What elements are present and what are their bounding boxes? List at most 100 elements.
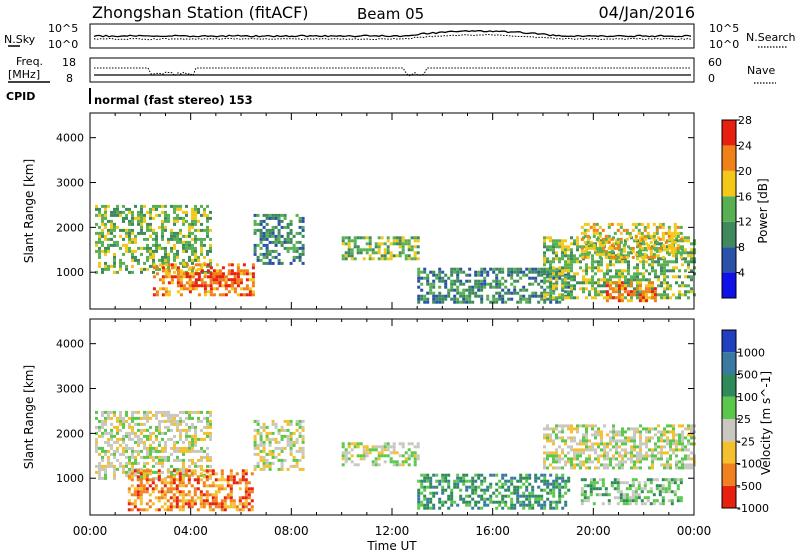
- data-cell: [636, 451, 639, 455]
- data-cell: [253, 252, 257, 256]
- colorbar-swatch: [722, 463, 736, 486]
- data-cell: [582, 287, 585, 291]
- data-cell: [684, 293, 687, 297]
- data-cell: [301, 446, 305, 450]
- data-cell: [629, 284, 633, 288]
- data-cell: [227, 269, 231, 273]
- data-cell: [95, 437, 98, 441]
- data-cell: [471, 291, 475, 295]
- data-cell: [429, 482, 433, 486]
- data-cell: [188, 240, 191, 244]
- data-cell: [175, 472, 179, 476]
- data-cell: [558, 485, 562, 489]
- data-cell: [615, 463, 618, 467]
- data-cell: [690, 457, 693, 461]
- data-cell: [657, 257, 660, 261]
- data-cell: [516, 273, 520, 277]
- data-cell: [441, 300, 445, 304]
- data-cell: [155, 476, 158, 480]
- data-cell: [576, 260, 579, 264]
- data-cell: [130, 502, 134, 506]
- data-cell: [218, 281, 222, 285]
- data-cell: [429, 270, 433, 274]
- data-cell: [543, 296, 546, 300]
- data-cell: [631, 484, 635, 488]
- data-cell: [645, 278, 648, 282]
- data-cell: [130, 478, 134, 482]
- data-cell: [636, 427, 639, 431]
- data-cell: [119, 267, 122, 271]
- data-cell: [98, 452, 101, 456]
- data-cell: [546, 273, 550, 277]
- data-cell: [621, 448, 624, 452]
- data-cell: [549, 503, 553, 507]
- data-cell: [173, 266, 177, 270]
- data-cell: [558, 488, 562, 492]
- data-cell: [245, 269, 249, 273]
- data-cell: [589, 493, 593, 497]
- data-cell: [607, 252, 611, 256]
- data-cell: [570, 445, 573, 449]
- data-cell: [646, 255, 650, 259]
- data-cell: [212, 287, 216, 291]
- data-cell: [480, 488, 484, 492]
- data-cell: [525, 494, 529, 498]
- data-cell: [540, 270, 544, 274]
- data-cell: [652, 222, 656, 226]
- data-cell: [624, 436, 627, 440]
- data-cell: [160, 490, 164, 494]
- data-cell: [374, 448, 378, 452]
- data-cell: [525, 300, 529, 304]
- data-cell: [149, 437, 152, 441]
- data-cell: [531, 294, 535, 298]
- data-cell: [152, 440, 155, 444]
- data-cell: [131, 231, 134, 235]
- data-cell: [552, 296, 555, 300]
- data-cell: [274, 237, 278, 241]
- data-cell: [447, 497, 451, 501]
- data-cell: [687, 433, 690, 437]
- data-cell: [353, 442, 357, 446]
- data-cell: [684, 269, 687, 273]
- data-cell: [627, 254, 630, 258]
- data-cell: [215, 272, 219, 276]
- data-cell: [678, 424, 681, 428]
- data-cell: [283, 419, 287, 423]
- data-cell: [634, 234, 638, 238]
- data-cell: [620, 293, 624, 297]
- data-cell: [480, 273, 484, 277]
- data-cell: [624, 242, 627, 246]
- data-cell: [426, 503, 430, 507]
- data-cell: [552, 466, 555, 470]
- data-cell: [214, 505, 218, 509]
- data-cell: [555, 485, 559, 489]
- data-cell: [576, 257, 579, 261]
- data-cell: [666, 293, 669, 297]
- data-cell: [173, 231, 176, 235]
- data-cell: [161, 255, 164, 259]
- data-cell: [474, 491, 478, 495]
- data-cell: [182, 449, 185, 453]
- data-cell: [639, 278, 642, 282]
- data-cell: [597, 433, 600, 437]
- data-cell: [146, 461, 149, 465]
- data-cell: [579, 439, 582, 443]
- data-cell: [453, 288, 457, 292]
- data-cell: [277, 216, 281, 220]
- data-cell: [660, 245, 663, 249]
- data-cell: [158, 258, 161, 262]
- data-cell: [155, 416, 158, 420]
- data-cell: [356, 442, 360, 446]
- data-cell: [191, 266, 195, 270]
- data-cell: [624, 275, 627, 279]
- data-cell: [205, 469, 209, 473]
- data-cell: [676, 225, 680, 229]
- data-cell: [453, 482, 457, 486]
- data-cell: [504, 482, 508, 486]
- data-cell: [286, 434, 290, 438]
- data-cell: [344, 242, 348, 246]
- data-cell: [401, 236, 405, 240]
- data-cell: [660, 433, 663, 437]
- data-cell: [200, 228, 203, 232]
- data-cell: [564, 281, 567, 285]
